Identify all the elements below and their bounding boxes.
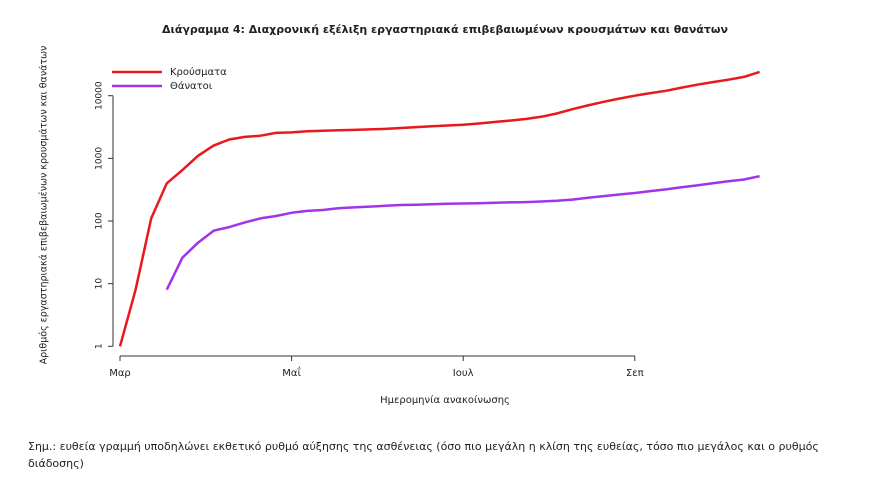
series-line bbox=[118, 70, 760, 347]
legend-label: Θάνατοι bbox=[170, 80, 213, 92]
y-tick-label: 1000 bbox=[95, 147, 105, 170]
chart: Διάγραμμα 4: Διαχρονική εξέλιξη εργαστηρ… bbox=[39, 23, 760, 406]
y-tick-label: 1 bbox=[95, 343, 105, 349]
legend-label: Κρούσματα bbox=[170, 66, 227, 78]
series-line bbox=[165, 174, 760, 291]
y-axis-label: Αριθμός εργαστηριακά επιβεβαιωμένων κρου… bbox=[39, 46, 50, 365]
y-tick-label: 100 bbox=[95, 212, 105, 229]
note: Σημ.: ευθεία γραμμή υποδηλώνει εκθετικό … bbox=[28, 440, 819, 470]
chart-title: Διάγραμμα 4: Διαχρονική εξέλιξη εργαστηρ… bbox=[162, 23, 728, 36]
y-tick-label: 10000 bbox=[95, 81, 105, 110]
y-tick-label: 10 bbox=[95, 278, 105, 290]
x-tick-label: Μαΐ bbox=[282, 365, 301, 379]
x-tick-label: Μαρ bbox=[109, 368, 131, 379]
x-tick-label: Σεπ bbox=[626, 368, 644, 379]
x-axis-label: Ημερομηνία ανακοίνωσης bbox=[380, 394, 510, 406]
x-tick-label: Ιουλ bbox=[453, 368, 474, 379]
